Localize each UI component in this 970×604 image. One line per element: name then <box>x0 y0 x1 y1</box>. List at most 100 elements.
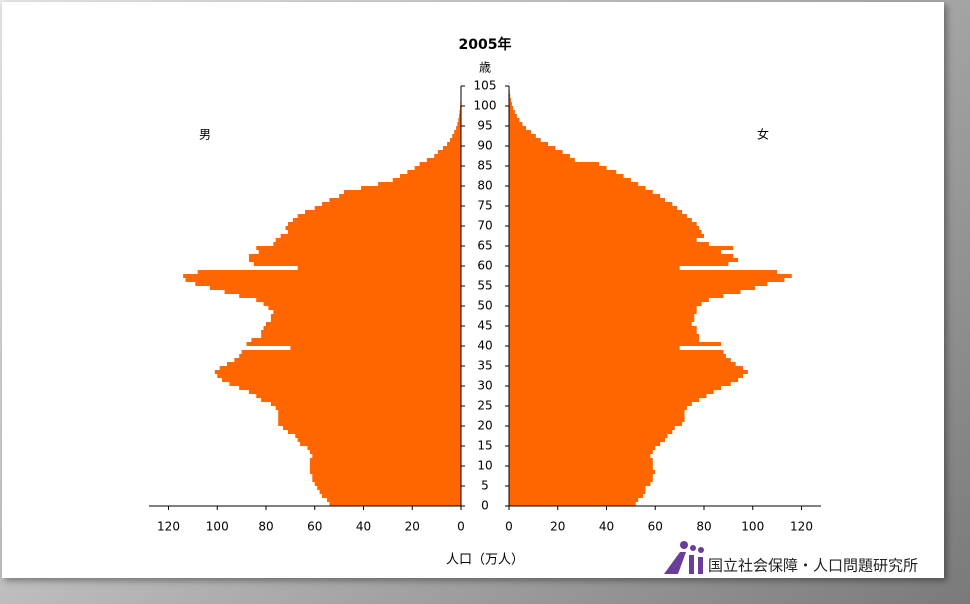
bar <box>454 130 461 134</box>
bar <box>312 454 461 458</box>
bar <box>278 414 461 418</box>
bar <box>309 466 461 470</box>
x-axis-label: 人口（万人） <box>446 553 524 568</box>
bar <box>509 350 724 354</box>
bar <box>459 110 461 114</box>
bar <box>278 418 461 422</box>
bar <box>312 474 461 478</box>
bar <box>297 214 461 218</box>
y-tick-label: 35 <box>477 359 492 373</box>
bar <box>509 322 692 326</box>
bar <box>270 402 461 406</box>
bar <box>287 222 461 226</box>
bar <box>509 466 653 470</box>
bar <box>509 470 656 474</box>
bar <box>458 118 461 122</box>
bar <box>261 330 461 334</box>
bar <box>509 162 600 166</box>
bar <box>392 178 461 182</box>
bar <box>509 134 536 138</box>
bar <box>248 254 461 258</box>
bar <box>509 266 680 270</box>
bar <box>509 422 683 426</box>
bar <box>426 158 461 162</box>
bar <box>434 154 461 158</box>
bar <box>248 258 461 262</box>
bar <box>197 270 461 274</box>
bar <box>509 250 722 254</box>
bar <box>509 114 517 118</box>
logo-text: 国立社会保障・人口問題研究所 <box>708 557 918 575</box>
bar <box>509 222 697 226</box>
bar <box>263 302 461 306</box>
bar <box>509 462 653 466</box>
bar <box>378 182 461 186</box>
bar <box>224 290 461 294</box>
bar <box>509 410 685 414</box>
bar <box>297 266 461 270</box>
bar <box>447 142 461 146</box>
bar <box>214 370 461 374</box>
bar <box>509 122 523 126</box>
bar <box>305 210 461 214</box>
y-axis-label: 歳 <box>479 61 491 75</box>
bar <box>285 226 461 230</box>
bar <box>195 282 461 286</box>
bar <box>509 454 651 458</box>
bar <box>509 330 697 334</box>
bar <box>509 402 692 406</box>
x-tick-label: 40 <box>356 520 371 534</box>
bar <box>509 334 700 338</box>
bar <box>509 270 778 274</box>
bar <box>459 114 461 118</box>
bar <box>509 370 748 374</box>
bar <box>314 482 461 486</box>
bar <box>509 150 563 154</box>
bar <box>509 450 653 454</box>
bar <box>509 238 697 242</box>
bar <box>509 174 624 178</box>
bar <box>419 162 461 166</box>
bar <box>309 470 461 474</box>
bar <box>509 398 700 402</box>
bar <box>509 486 646 490</box>
x-tick-label: 100 <box>206 520 229 534</box>
bar <box>319 490 461 494</box>
bar <box>509 282 768 286</box>
bar <box>326 498 461 502</box>
bar <box>278 410 461 414</box>
bar <box>222 378 461 382</box>
bar <box>509 190 653 194</box>
bar <box>312 478 461 482</box>
bar <box>509 438 665 442</box>
bar <box>509 254 734 258</box>
x-tick-label: 0 <box>457 520 465 534</box>
bar <box>457 122 461 126</box>
bar <box>275 238 461 242</box>
bar <box>263 326 461 330</box>
y-tick-label: 90 <box>477 139 492 153</box>
bar <box>509 202 673 206</box>
bar <box>217 374 461 378</box>
y-tick-label: 15 <box>477 439 492 453</box>
bar <box>509 278 785 282</box>
bar <box>329 502 461 506</box>
bar <box>361 186 461 190</box>
bar <box>241 350 461 354</box>
bar <box>509 502 636 506</box>
bar <box>509 366 743 370</box>
bar <box>258 250 461 254</box>
bar <box>509 226 700 230</box>
bar <box>509 430 673 434</box>
bar <box>509 382 731 386</box>
bar <box>509 446 656 450</box>
bar <box>509 494 644 498</box>
bar <box>509 130 531 134</box>
bar <box>509 194 661 198</box>
bar <box>509 298 709 302</box>
bar <box>273 242 461 246</box>
y-tick-label: 0 <box>481 499 489 513</box>
bar <box>273 310 461 314</box>
y-tick-label: 40 <box>477 339 492 353</box>
